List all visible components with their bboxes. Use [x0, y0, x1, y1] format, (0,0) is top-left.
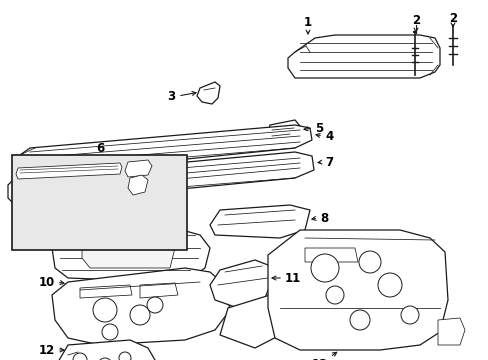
- Text: 11: 11: [285, 271, 301, 284]
- Text: 10: 10: [39, 275, 55, 288]
- Polygon shape: [20, 125, 311, 175]
- Circle shape: [147, 297, 163, 313]
- Circle shape: [98, 358, 112, 360]
- Text: 2: 2: [448, 12, 456, 24]
- Polygon shape: [8, 152, 313, 205]
- Polygon shape: [220, 295, 289, 348]
- Polygon shape: [58, 340, 155, 360]
- Circle shape: [310, 254, 338, 282]
- Text: 13: 13: [311, 358, 327, 360]
- Text: 2: 2: [411, 13, 419, 27]
- Polygon shape: [140, 283, 178, 298]
- Bar: [12, 155, 186, 250]
- Polygon shape: [16, 163, 122, 179]
- Text: 7: 7: [325, 156, 332, 168]
- Text: 5: 5: [314, 122, 323, 135]
- Text: 1: 1: [304, 15, 311, 28]
- Circle shape: [93, 298, 117, 322]
- Text: 12: 12: [39, 343, 55, 356]
- Text: 6: 6: [96, 141, 104, 154]
- Circle shape: [130, 305, 150, 325]
- Circle shape: [349, 310, 369, 330]
- Polygon shape: [197, 82, 220, 104]
- Polygon shape: [80, 285, 132, 298]
- Text: 8: 8: [319, 211, 327, 225]
- Circle shape: [119, 352, 131, 360]
- Circle shape: [73, 353, 87, 360]
- Polygon shape: [209, 260, 271, 308]
- Text: 9: 9: [47, 224, 55, 237]
- Text: 4: 4: [325, 130, 332, 143]
- Circle shape: [358, 251, 380, 273]
- Circle shape: [377, 273, 401, 297]
- Polygon shape: [437, 318, 464, 345]
- Polygon shape: [82, 240, 175, 268]
- Text: 3: 3: [166, 90, 175, 103]
- Polygon shape: [267, 120, 299, 142]
- Polygon shape: [305, 248, 357, 262]
- Polygon shape: [125, 160, 152, 177]
- Polygon shape: [209, 205, 309, 238]
- Circle shape: [400, 306, 418, 324]
- Polygon shape: [287, 35, 439, 78]
- Polygon shape: [52, 268, 229, 345]
- Polygon shape: [267, 230, 447, 350]
- Polygon shape: [128, 175, 148, 195]
- Circle shape: [325, 286, 343, 304]
- Circle shape: [102, 324, 118, 340]
- Polygon shape: [52, 228, 209, 282]
